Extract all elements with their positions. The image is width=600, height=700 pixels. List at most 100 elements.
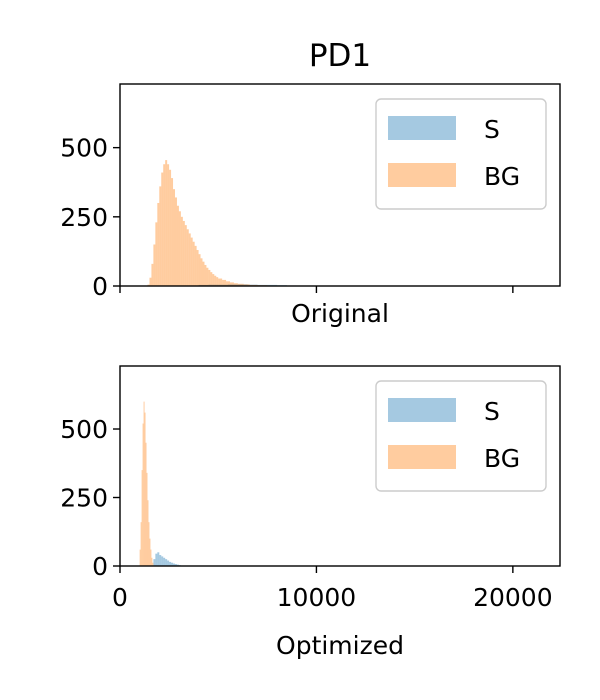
legend: S BG xyxy=(375,98,547,210)
bar-bg xyxy=(178,211,181,286)
x-axis-label: Original xyxy=(291,299,389,328)
bar-bg xyxy=(148,522,150,566)
y-tick-label: 500 xyxy=(60,134,108,163)
x-axis-label: Optimized xyxy=(276,631,404,660)
y-tick-label: 0 xyxy=(92,272,108,301)
bar-s xyxy=(161,556,164,566)
legend-box xyxy=(375,98,547,210)
axes-frame xyxy=(119,83,561,287)
legend-label-bg: BG xyxy=(484,444,520,473)
bar-bg xyxy=(216,277,219,286)
legend-label-s: S xyxy=(484,397,500,426)
bar-bg xyxy=(190,237,193,286)
bar-bg xyxy=(140,522,142,566)
x-tick-label: 0 xyxy=(112,583,128,612)
bar-bg xyxy=(194,245,197,286)
bar-bg xyxy=(165,160,168,286)
bar-s xyxy=(167,560,170,566)
series-s xyxy=(153,552,181,566)
bar-s xyxy=(169,561,172,566)
bar-s xyxy=(153,559,156,566)
series-bg xyxy=(147,160,287,286)
bar-bg xyxy=(200,258,203,286)
bar-bg xyxy=(151,263,154,286)
legend-swatch-bg xyxy=(388,163,456,187)
bar-bg xyxy=(243,284,250,286)
x-tick-label: 20000 xyxy=(473,583,553,612)
bar-bg xyxy=(157,202,160,286)
bar-bg xyxy=(153,244,156,286)
legend-label-s: S xyxy=(484,115,500,144)
bar-s xyxy=(175,564,177,566)
x-tick-label: 10000 xyxy=(277,583,357,612)
legend-swatch-s xyxy=(388,398,456,422)
bar-s xyxy=(159,555,162,566)
bar-bg xyxy=(230,282,234,286)
bar-bg xyxy=(182,220,185,286)
bar-s xyxy=(173,563,175,566)
axes-frame xyxy=(119,365,561,567)
legend-swatch-bg xyxy=(388,445,456,469)
bar-bg xyxy=(198,254,201,286)
histogram-panel-original: 0 250 500 Original S BG xyxy=(60,83,561,328)
bar-bg xyxy=(186,229,189,286)
bar-bg xyxy=(212,274,215,286)
bar-bg xyxy=(206,267,209,286)
bar-bg xyxy=(171,178,174,286)
bar-bg xyxy=(202,261,205,286)
figure-title: PD1 xyxy=(309,38,371,74)
bar-bg xyxy=(147,500,149,566)
bar-bg xyxy=(218,278,223,286)
bar-bg xyxy=(204,264,207,286)
bar-bg xyxy=(150,549,152,566)
bar-bg xyxy=(145,442,147,566)
y-tick-label: 250 xyxy=(60,203,108,232)
bar-bg xyxy=(233,283,238,286)
legend-swatch-s xyxy=(388,116,456,140)
bar-bg xyxy=(152,562,154,566)
bar-bg xyxy=(146,472,148,566)
bar-bg xyxy=(163,164,166,286)
bar-bg xyxy=(169,169,172,286)
bar-bg xyxy=(155,222,158,286)
histogram-panel-optimized: 0 250 500 0 10000 20000 Optimized S BG xyxy=(60,365,561,660)
bar-bg xyxy=(143,401,145,566)
bar-bg xyxy=(161,172,164,286)
bar-bg xyxy=(149,538,151,566)
bar-bg xyxy=(141,470,143,566)
legend: S BG xyxy=(375,380,547,492)
legend-box xyxy=(375,380,547,492)
bar-s xyxy=(237,284,248,286)
bar-bg xyxy=(184,225,187,286)
bar-bg xyxy=(214,275,217,286)
bar-bg xyxy=(144,412,146,566)
bar-bg xyxy=(149,277,152,286)
bar-bg xyxy=(222,279,227,286)
bar-s xyxy=(155,553,158,566)
y-tick-label: 500 xyxy=(60,415,108,444)
bar-bg xyxy=(196,250,199,286)
bar-s xyxy=(165,559,168,566)
bar-bg xyxy=(151,557,153,566)
bar-bg xyxy=(180,216,183,286)
bar-s xyxy=(157,552,160,566)
y-tick-label: 250 xyxy=(60,484,108,513)
legend-label-bg: BG xyxy=(484,162,520,191)
bar-s xyxy=(163,557,166,566)
bar-bg xyxy=(208,269,211,286)
bar-bg xyxy=(237,283,244,286)
bar-bg xyxy=(173,189,175,286)
bar-bg xyxy=(188,233,191,286)
bar-bg xyxy=(159,186,162,286)
bar-bg xyxy=(192,241,195,286)
bar-bg xyxy=(175,197,177,286)
series-bg xyxy=(139,401,154,566)
bar-bg xyxy=(139,549,141,566)
bar-bg xyxy=(226,281,230,286)
bar-bg xyxy=(167,164,170,286)
bar-bg xyxy=(210,272,213,286)
bar-s xyxy=(171,562,174,566)
bar-bg xyxy=(176,205,179,286)
bar-bg xyxy=(142,423,144,566)
